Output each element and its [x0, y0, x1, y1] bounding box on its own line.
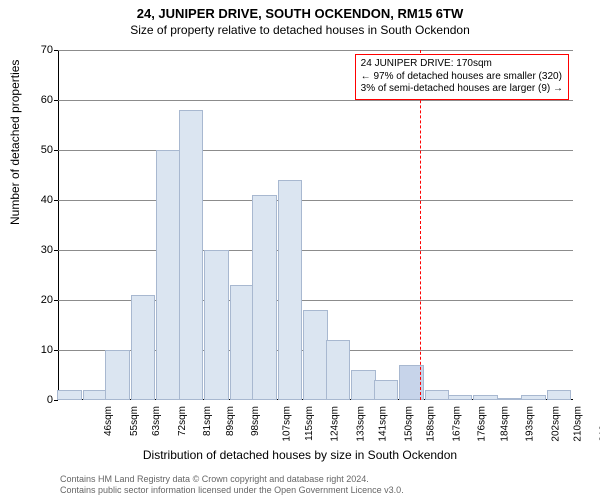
annotation-box: 24 JUNIPER DRIVE: 170sqm← 97% of detache…	[355, 54, 569, 100]
y-tick-mark	[54, 350, 58, 351]
y-tick-label: 70	[28, 44, 53, 56]
x-tick-label: 46sqm	[103, 406, 114, 436]
x-tick-label: 158sqm	[426, 406, 437, 442]
y-tick-label: 40	[28, 194, 53, 206]
bar	[425, 390, 450, 400]
y-axis-label: Number of detached properties	[8, 60, 22, 225]
x-tick-label: 107sqm	[282, 406, 293, 442]
x-tick-label: 63sqm	[151, 406, 162, 436]
bar	[473, 395, 498, 400]
y-tick-mark	[54, 100, 58, 101]
x-tick-label: 55sqm	[129, 406, 140, 436]
bar	[374, 380, 399, 400]
gridline	[58, 150, 573, 151]
x-tick-label: 167sqm	[451, 406, 462, 442]
bar	[131, 295, 156, 400]
y-tick-label: 30	[28, 244, 53, 256]
marker-vline	[420, 50, 421, 400]
y-axis-line	[58, 50, 59, 400]
gridline	[58, 250, 573, 251]
y-tick-label: 0	[28, 394, 53, 406]
footer-line2: Contains public sector information licen…	[60, 485, 404, 496]
bar	[156, 150, 181, 400]
x-tick-label: 89sqm	[225, 406, 236, 436]
x-tick-label: 115sqm	[303, 406, 314, 441]
gridline	[58, 100, 573, 101]
x-axis-label: Distribution of detached houses by size …	[0, 448, 600, 462]
chart-title-sub: Size of property relative to detached ho…	[0, 21, 600, 37]
annotation-line2: ← 97% of detached houses are smaller (32…	[361, 71, 563, 84]
bar	[105, 350, 130, 400]
bar	[547, 390, 572, 400]
bar	[448, 395, 473, 400]
bar	[230, 285, 255, 400]
y-tick-label: 60	[28, 94, 53, 106]
y-tick-mark	[54, 250, 58, 251]
x-tick-label: 193sqm	[525, 406, 536, 442]
gridline	[58, 50, 573, 51]
bar	[351, 370, 376, 400]
bar	[57, 390, 82, 400]
x-tick-label: 150sqm	[403, 406, 414, 442]
x-tick-label: 98sqm	[250, 406, 261, 436]
x-tick-label: 81sqm	[202, 406, 213, 436]
y-tick-label: 20	[28, 294, 53, 306]
y-tick-label: 10	[28, 344, 53, 356]
y-tick-mark	[54, 50, 58, 51]
bar	[278, 180, 303, 400]
plot-area: 01020304050607046sqm55sqm63sqm72sqm81sqm…	[58, 50, 573, 400]
bar	[326, 340, 351, 400]
y-tick-mark	[54, 400, 58, 401]
annotation-line3: 3% of semi-detached houses are larger (9…	[361, 83, 563, 96]
x-tick-label: 176sqm	[477, 406, 488, 442]
gridline	[58, 200, 573, 201]
bar	[498, 398, 523, 400]
chart-title-main: 24, JUNIPER DRIVE, SOUTH OCKENDON, RM15 …	[0, 0, 600, 21]
y-tick-mark	[54, 300, 58, 301]
bar	[179, 110, 204, 400]
bar	[303, 310, 328, 400]
bar	[83, 390, 108, 400]
x-tick-label: 133sqm	[355, 406, 366, 442]
chart-container: 24, JUNIPER DRIVE, SOUTH OCKENDON, RM15 …	[0, 0, 600, 500]
bar	[252, 195, 277, 400]
bar	[204, 250, 229, 400]
annotation-line1: 24 JUNIPER DRIVE: 170sqm	[361, 58, 563, 71]
x-tick-label: 72sqm	[177, 406, 188, 436]
y-tick-mark	[54, 200, 58, 201]
x-tick-label: 184sqm	[499, 406, 510, 442]
y-tick-label: 50	[28, 144, 53, 156]
x-tick-label: 124sqm	[330, 406, 341, 442]
x-tick-label: 141sqm	[378, 406, 389, 442]
bar	[521, 395, 546, 400]
x-tick-label: 202sqm	[550, 406, 561, 442]
x-tick-label: 210sqm	[573, 406, 584, 442]
footer-text: Contains HM Land Registry data © Crown c…	[60, 474, 404, 496]
footer-line1: Contains HM Land Registry data © Crown c…	[60, 474, 404, 485]
y-tick-mark	[54, 150, 58, 151]
